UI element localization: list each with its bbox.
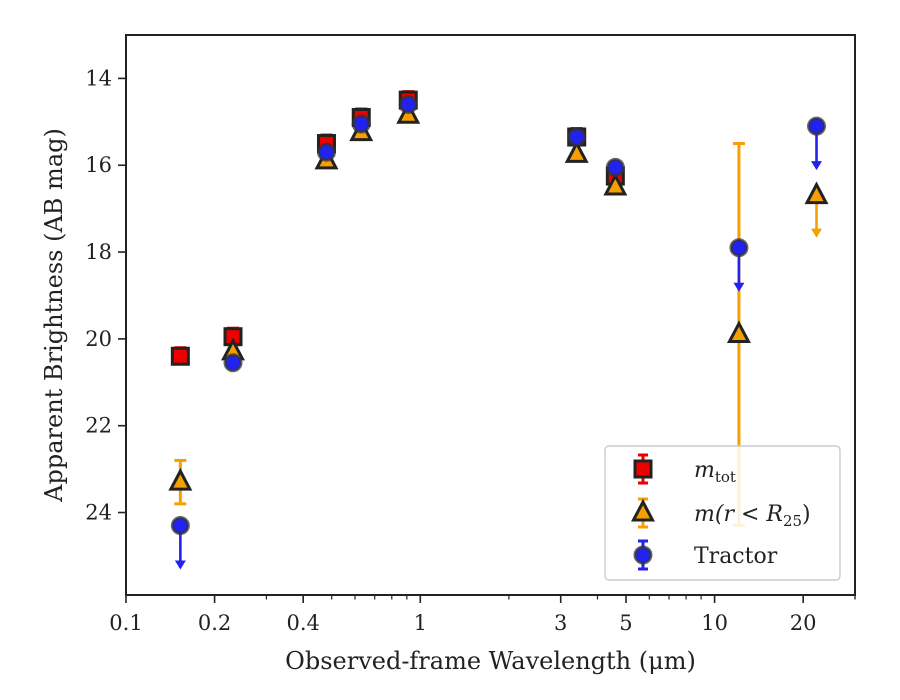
legend-box (604, 445, 841, 581)
y-tick-label: 22 (85, 414, 112, 438)
mr25-point (603, 172, 628, 196)
legend-label: m(r < R25) (694, 502, 811, 530)
legend-label: Tractor (694, 544, 778, 569)
x-tick-label: 5 (619, 611, 632, 635)
tractor-point (398, 94, 418, 114)
mtot-point (170, 346, 190, 366)
tractor-point (729, 238, 749, 258)
y-tick-label: 24 (85, 501, 112, 525)
tractor-point (223, 353, 243, 373)
y-tick-label: 16 (85, 153, 112, 177)
x-tick-label: 0.2 (198, 611, 231, 635)
mr25-point (726, 320, 751, 344)
mr25-point (168, 467, 193, 491)
legend-marker (631, 498, 655, 522)
legend-label: mtot (694, 458, 736, 486)
mr25-upper-limit-arrow-head (811, 228, 823, 238)
legend: mtot m(r < R25) Tractor (604, 445, 841, 581)
tractor-point (567, 127, 587, 147)
tractor-point (351, 114, 371, 134)
x-tick-label: 0.1 (109, 611, 142, 635)
x-tick-label: 1 (414, 611, 427, 635)
x-tick-label: 10 (701, 611, 728, 635)
x-axis-label: Observed-frame Wavelength (μm) (285, 647, 696, 675)
tractor-point (605, 157, 625, 177)
tractor-point (807, 116, 827, 136)
tractor-upper-limit-arrow-head (174, 560, 186, 570)
y-tick-label: 20 (85, 327, 112, 351)
mr25-point (804, 181, 829, 205)
tractor-point (170, 516, 190, 536)
legend-marker (633, 459, 653, 479)
plot-frame (125, 34, 856, 596)
tractor-point (316, 142, 336, 162)
y-tick-label: 18 (85, 240, 112, 264)
tractor-upper-limit-arrow-head (811, 161, 823, 171)
legend-marker (633, 545, 653, 565)
mr25-point (564, 140, 589, 163)
x-tick-label: 3 (554, 611, 567, 635)
y-tick-label: 14 (85, 66, 112, 90)
y-axis-label: Apparent Brightness (AB mag) (40, 128, 68, 503)
tractor-upper-limit-arrow-head (733, 282, 745, 292)
x-tick-label: 20 (790, 611, 817, 635)
x-tick-label: 0.4 (286, 611, 319, 635)
